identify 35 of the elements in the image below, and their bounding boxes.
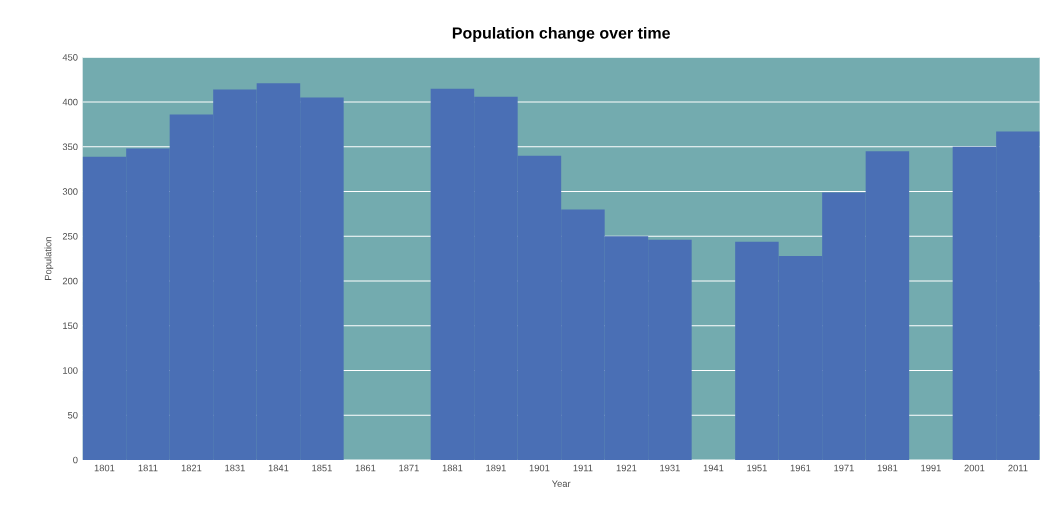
x-tick-label: 1831 — [225, 464, 245, 472]
y-tick-label: 250 — [62, 233, 78, 240]
y-tick-label: 150 — [63, 322, 78, 330]
y-tick-label: 50 — [67, 411, 78, 419]
x-tick-label: 1801 — [94, 464, 115, 472]
y-tick-label: 450 — [62, 54, 78, 61]
x-tick-label: 1981 — [877, 464, 898, 472]
x-tick-label: 1851 — [312, 464, 332, 472]
y-tick-label: 0 — [73, 456, 78, 464]
x-tick-label: 1821 — [181, 464, 202, 472]
y-axis-title: Population — [44, 237, 54, 280]
x-tick-label: 1841 — [268, 464, 289, 472]
x-tick-label: 1941 — [703, 464, 724, 472]
x-tick-label: 1991 — [921, 464, 941, 472]
y-tick-label: 400 — [62, 98, 78, 106]
x-tick-label: 1911 — [573, 464, 593, 472]
x-tick-label: 1871 — [399, 464, 419, 472]
y-tick-label: 200 — [62, 277, 78, 285]
y-tick-label: 100 — [63, 367, 78, 374]
x-tick-label: 1961 — [790, 464, 811, 472]
x-tick-label: 1901 — [529, 464, 550, 472]
x-tick-label: 1881 — [442, 464, 463, 472]
x-tick-label: 1971 — [834, 464, 854, 472]
x-tick-label: 2001 — [964, 464, 985, 472]
chart-title: Population change over time — [452, 26, 670, 42]
x-tick-label: 1861 — [355, 464, 376, 472]
x-axis-title: Year — [551, 480, 571, 487]
x-tick-label: 2011 — [1008, 464, 1028, 472]
x-tick-label: 1921 — [616, 464, 637, 472]
x-tick-label: 1891 — [486, 464, 506, 472]
y-tick-label: 300 — [62, 188, 78, 195]
x-tick-label: 1931 — [660, 464, 680, 472]
x-tick-label: 1951 — [747, 464, 767, 472]
x-tick-label: 1811 — [138, 464, 158, 472]
y-tick-label: 350 — [62, 143, 78, 151]
